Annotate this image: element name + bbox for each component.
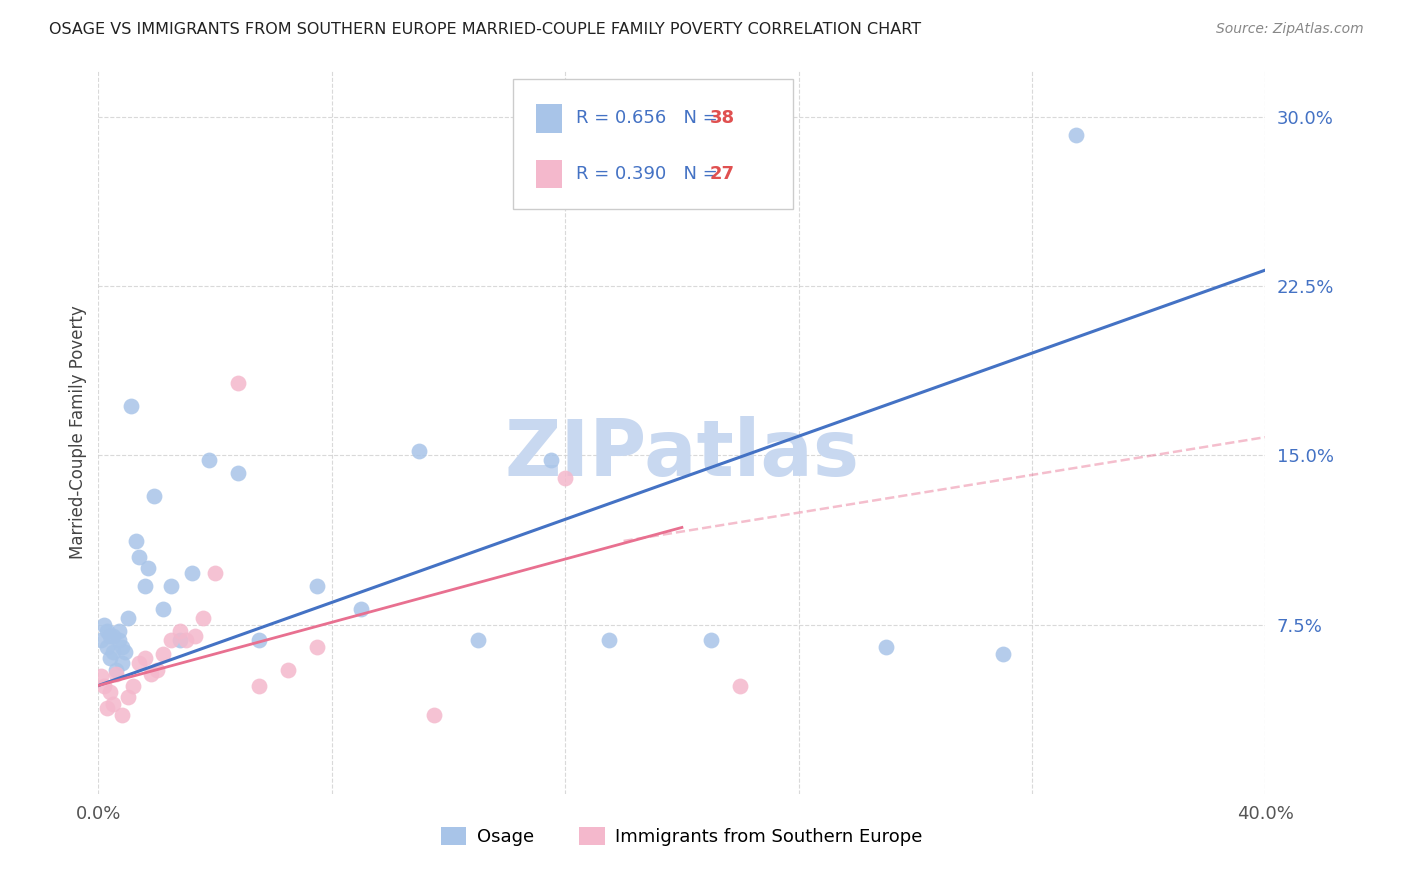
Point: [98, 685, 121, 699]
Point: [111, 707, 134, 722]
Point: [96, 640, 118, 654]
Point: [540, 452, 562, 467]
Point: [598, 633, 620, 648]
Point: [408, 443, 430, 458]
Bar: [536, 103, 562, 133]
Point: [104, 667, 127, 681]
Point: [93, 678, 115, 692]
Point: [128, 656, 150, 670]
Point: [134, 651, 156, 665]
Text: Source: ZipAtlas.com: Source: ZipAtlas.com: [1216, 22, 1364, 37]
Point: [875, 640, 897, 654]
Point: [198, 452, 221, 467]
Point: [169, 633, 191, 648]
Y-axis label: Married-Couple Family Poverty: Married-Couple Family Poverty: [69, 306, 87, 559]
Point: [136, 561, 159, 575]
Point: [142, 489, 165, 503]
Point: [96, 701, 118, 715]
FancyBboxPatch shape: [513, 78, 793, 209]
Point: [1064, 128, 1087, 142]
Point: [117, 690, 139, 704]
Point: [169, 624, 191, 639]
Point: [174, 633, 197, 648]
Point: [122, 678, 145, 692]
Point: [160, 633, 183, 648]
Point: [730, 678, 752, 692]
Text: ZIPatlas: ZIPatlas: [505, 417, 859, 492]
Point: [108, 624, 131, 639]
Point: [247, 633, 270, 648]
Point: [111, 640, 134, 654]
Point: [423, 707, 446, 722]
Point: [277, 663, 299, 677]
Bar: [536, 160, 562, 188]
Point: [114, 645, 136, 659]
Point: [700, 633, 723, 648]
Point: [90, 669, 112, 683]
Point: [134, 579, 156, 593]
Point: [101, 697, 124, 711]
Point: [93, 617, 115, 632]
Point: [139, 667, 162, 681]
Point: [467, 633, 489, 648]
Point: [228, 376, 250, 390]
Point: [104, 663, 127, 677]
Point: [90, 633, 112, 648]
Point: [120, 399, 142, 413]
Point: [111, 656, 134, 670]
Text: 38: 38: [710, 110, 735, 128]
Point: [180, 566, 202, 580]
Text: OSAGE VS IMMIGRANTS FROM SOUTHERN EUROPE MARRIED-COUPLE FAMILY POVERTY CORRELATI: OSAGE VS IMMIGRANTS FROM SOUTHERN EUROPE…: [49, 22, 921, 37]
Point: [98, 629, 121, 643]
Point: [350, 601, 373, 615]
Point: [228, 467, 250, 481]
Point: [307, 640, 329, 654]
Point: [247, 678, 270, 692]
Point: [307, 579, 329, 593]
Point: [117, 611, 139, 625]
Point: [991, 647, 1014, 661]
Text: R = 0.656   N =: R = 0.656 N =: [575, 110, 723, 128]
Point: [160, 579, 183, 593]
Point: [146, 663, 169, 677]
Point: [108, 633, 131, 648]
Point: [193, 611, 215, 625]
Point: [101, 629, 124, 643]
Point: [554, 471, 576, 485]
Point: [96, 624, 118, 639]
Legend: Osage, Immigrants from Southern Europe: Osage, Immigrants from Southern Europe: [434, 820, 929, 854]
Point: [98, 651, 121, 665]
Point: [128, 549, 150, 564]
Point: [125, 533, 148, 548]
Point: [101, 645, 124, 659]
Point: [183, 629, 205, 643]
Point: [152, 647, 174, 661]
Text: 27: 27: [710, 165, 735, 183]
Point: [204, 566, 226, 580]
Point: [152, 601, 174, 615]
Text: R = 0.390   N =: R = 0.390 N =: [575, 165, 723, 183]
